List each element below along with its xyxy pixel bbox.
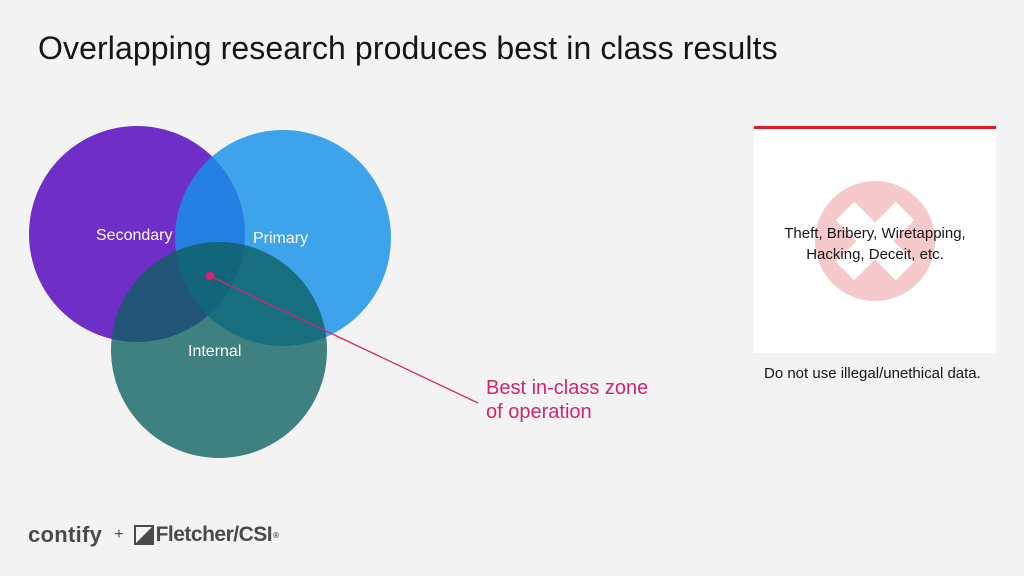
venn-diagram: Secondary Primary Internal [29, 126, 479, 458]
warning-card: Theft, Bribery, Wiretapping, Hacking, De… [754, 126, 996, 353]
slide-title: Overlapping research produces best in cl… [38, 30, 778, 66]
prohibited-x-icon [815, 181, 935, 301]
logo-separator: + [114, 526, 124, 543]
venn-circle-internal [111, 242, 327, 458]
intersection-callout: Best in-class zone of operation [486, 376, 686, 424]
warning-line-1: Theft, Bribery, Wiretapping, [784, 225, 966, 242]
fletcher-mark-icon [133, 525, 154, 545]
intersection-dot [205, 271, 215, 281]
fletcher-csi-logo: Fletcher/CSI ® [133, 523, 279, 547]
warning-note: Do not use illegal/unethical data. [764, 365, 981, 382]
callout-line-2: of operation [486, 401, 592, 423]
venn-label-secondary: Secondary [96, 227, 173, 244]
warning-line-2: Hacking, Deceit, etc. [806, 246, 944, 263]
callout-leader-line [209, 275, 479, 404]
registered-mark: ® [273, 530, 279, 540]
venn-label-primary: Primary [253, 230, 308, 247]
venn-label-internal: Internal [188, 343, 241, 360]
warning-card-text: Theft, Bribery, Wiretapping, Hacking, De… [754, 223, 996, 265]
footer-logos: contify + Fletcher/CSI ® [28, 522, 279, 548]
callout-line-1: Best in-class zone [486, 377, 649, 399]
contify-logo: contify [28, 522, 103, 547]
fletcher-csi-text: Fletcher/CSI [155, 523, 273, 546]
